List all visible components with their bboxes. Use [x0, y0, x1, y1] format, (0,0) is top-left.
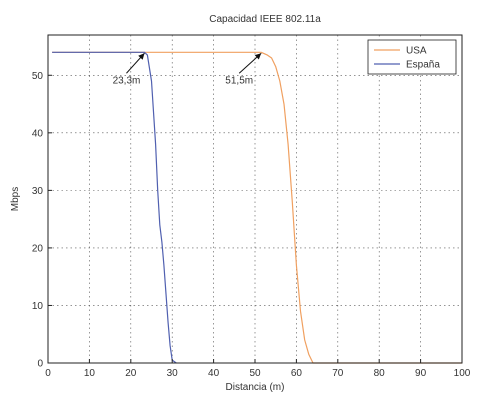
tick-layer: 0 10 20 30 40 50 60 70 80 90 100 0 10 20 30 40 50 — [32, 71, 471, 379]
grid — [48, 35, 462, 363]
x-tick-label: 0 — [45, 368, 51, 379]
y-tick-label: 40 — [32, 128, 44, 139]
x-tick-label: 40 — [208, 368, 220, 379]
y-axis-label: Mbps — [10, 187, 21, 211]
legend: USA España — [367, 39, 457, 75]
annotation-arrowhead — [254, 53, 262, 60]
y-tick-label: 50 — [32, 71, 44, 82]
legend-label-0: USA — [406, 46, 427, 57]
series-line-1 — [52, 51, 177, 364]
x-tick-label: 10 — [84, 368, 96, 379]
y-tick-label: 30 — [32, 186, 44, 197]
x-tick-label: 20 — [125, 368, 137, 379]
x-tick-label: 100 — [454, 368, 471, 379]
x-tick-label: 90 — [415, 368, 427, 379]
x-tick-label: 30 — [167, 368, 179, 379]
annotation-label: 51,5m — [225, 75, 253, 86]
y-tick-label: 0 — [37, 359, 43, 370]
y-tick-label: 10 — [32, 301, 44, 312]
x-axis-label: Distancia (m) — [226, 382, 285, 393]
legend-box — [367, 39, 457, 75]
x-tick-label: 50 — [249, 368, 261, 379]
x-tick-label: 60 — [291, 368, 303, 379]
annotation-layer: 23,3m 51,5m — [113, 52, 262, 86]
annotation-arrowhead — [138, 53, 145, 60]
legend-label-1: España — [406, 60, 440, 71]
annotation-label: 23,3m — [113, 75, 141, 86]
x-tick-label: 70 — [332, 368, 344, 379]
y-tick-label: 20 — [32, 243, 44, 254]
chart-title: Capacidad IEEE 802.11a — [209, 14, 321, 25]
series-line-0 — [52, 51, 462, 364]
series-layer — [52, 51, 462, 364]
x-tick-label: 80 — [374, 368, 386, 379]
